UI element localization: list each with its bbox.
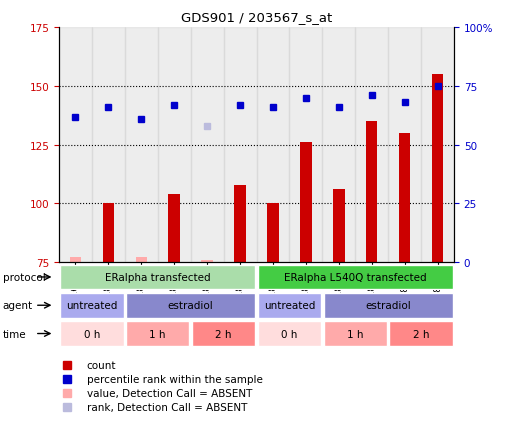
- Bar: [61, 293, 124, 318]
- Text: untreated: untreated: [66, 301, 117, 310]
- Bar: [125, 28, 157, 263]
- Bar: [258, 293, 321, 318]
- Bar: [103, 204, 114, 263]
- Text: 2 h: 2 h: [413, 329, 429, 339]
- Text: untreated: untreated: [264, 301, 315, 310]
- Text: value, Detection Call = ABSENT: value, Detection Call = ABSENT: [87, 388, 252, 398]
- Bar: [61, 321, 124, 346]
- Bar: [421, 28, 454, 263]
- Text: 1 h: 1 h: [347, 329, 364, 339]
- Bar: [399, 134, 410, 263]
- Bar: [258, 321, 321, 346]
- Text: 2 h: 2 h: [215, 329, 232, 339]
- Bar: [191, 28, 224, 263]
- Bar: [432, 75, 443, 263]
- Text: ERalpha L540Q transfected: ERalpha L540Q transfected: [284, 273, 427, 282]
- Text: 0 h: 0 h: [84, 329, 100, 339]
- Text: protocol: protocol: [3, 273, 45, 282]
- Bar: [366, 122, 378, 263]
- Bar: [202, 260, 213, 263]
- Bar: [234, 185, 246, 263]
- Bar: [126, 293, 255, 318]
- Bar: [224, 28, 256, 263]
- Bar: [168, 194, 180, 263]
- Bar: [289, 28, 322, 263]
- Bar: [355, 28, 388, 263]
- Bar: [333, 190, 345, 263]
- Text: ERalpha transfected: ERalpha transfected: [105, 273, 210, 282]
- Bar: [256, 28, 289, 263]
- Bar: [324, 321, 387, 346]
- Bar: [70, 258, 81, 263]
- Text: estradiol: estradiol: [365, 301, 411, 310]
- Text: count: count: [87, 360, 116, 370]
- Bar: [258, 265, 452, 290]
- Bar: [322, 28, 355, 263]
- Text: agent: agent: [3, 301, 33, 310]
- Bar: [126, 321, 189, 346]
- Text: 1 h: 1 h: [149, 329, 166, 339]
- Bar: [135, 258, 147, 263]
- Bar: [92, 28, 125, 263]
- Bar: [61, 265, 255, 290]
- Text: estradiol: estradiol: [168, 301, 213, 310]
- Bar: [267, 204, 279, 263]
- Bar: [324, 293, 452, 318]
- Bar: [192, 321, 255, 346]
- Text: GDS901 / 203567_s_at: GDS901 / 203567_s_at: [181, 11, 332, 24]
- Text: percentile rank within the sample: percentile rank within the sample: [87, 374, 263, 384]
- Bar: [389, 321, 452, 346]
- Bar: [157, 28, 191, 263]
- Bar: [388, 28, 421, 263]
- Bar: [300, 143, 311, 263]
- Bar: [59, 28, 92, 263]
- Text: time: time: [3, 329, 26, 339]
- Text: 0 h: 0 h: [281, 329, 298, 339]
- Text: rank, Detection Call = ABSENT: rank, Detection Call = ABSENT: [87, 402, 247, 412]
